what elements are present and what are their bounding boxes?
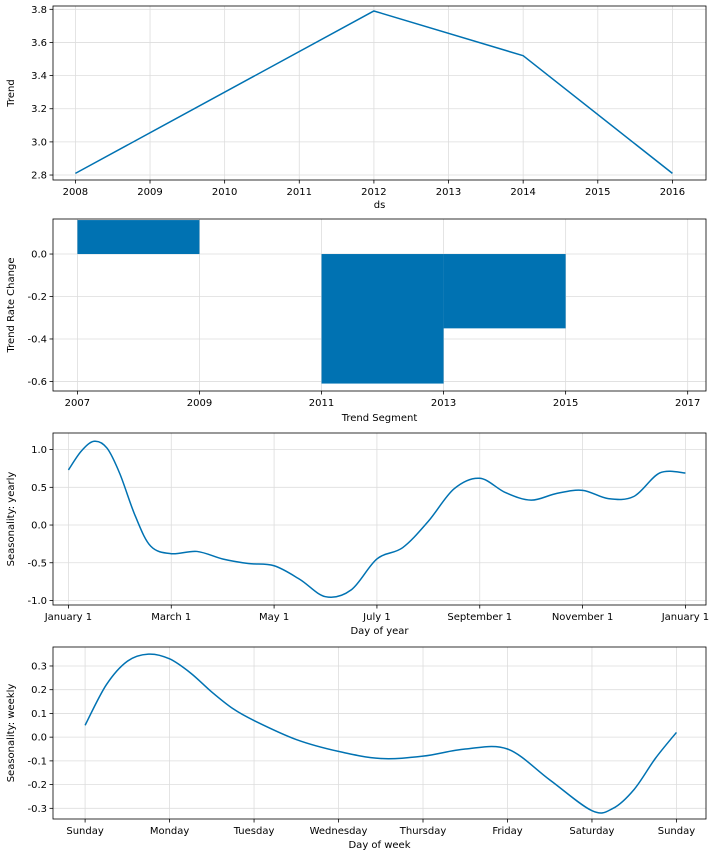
y-tick-label: 0.5 — [31, 483, 47, 494]
y-axis-label: Seasonality: yearly — [6, 472, 17, 567]
x-tick-label: November 1 — [552, 612, 614, 623]
x-tick-label: Saturday — [569, 826, 614, 837]
y-tick-label: 3.8 — [31, 5, 47, 16]
x-tick-label: September 1 — [447, 612, 512, 623]
x-tick-label: 2011 — [309, 398, 334, 409]
y-tick-label: -1.0 — [27, 596, 47, 607]
x-axis-label: Trend Segment — [341, 413, 418, 424]
x-tick-label: 2017 — [675, 398, 700, 409]
x-tick-label: 2013 — [436, 187, 461, 198]
x-tick-label: 2012 — [361, 187, 386, 198]
y-tick-label: 0.1 — [31, 709, 47, 720]
x-axis-label: Day of year — [350, 626, 409, 637]
y-tick-label: 0.3 — [31, 661, 47, 672]
plot-frame — [52, 218, 707, 392]
y-axis-label: Seasonality: weekly — [6, 684, 17, 783]
y-tick-label: 2.8 — [31, 171, 47, 182]
y-tick-label: -0.6 — [27, 377, 47, 388]
plot-frame — [52, 432, 707, 606]
x-tick-label: 2016 — [660, 187, 685, 198]
series-line — [84, 653, 678, 814]
y-axis-label: Trend Rate Change — [6, 258, 17, 354]
x-tick-label: Wednesday — [310, 826, 368, 837]
plot-frame — [52, 646, 707, 820]
x-tick-label: Sunday — [66, 826, 103, 837]
x-tick-label: Thursday — [399, 826, 447, 837]
y-tick-label: -0.3 — [27, 804, 47, 815]
x-tick-label: 2009 — [187, 398, 212, 409]
x-tick-label: May 1 — [259, 612, 289, 623]
x-tick-label: Monday — [150, 826, 190, 837]
x-tick-label: Tuesday — [233, 826, 275, 837]
y-tick-label: -0.2 — [27, 780, 47, 791]
y-tick-label: 3.2 — [31, 104, 47, 115]
x-tick-label: 2009 — [137, 187, 162, 198]
x-tick-label: 2015 — [553, 398, 578, 409]
chart-panel-4: Sunday Monday Tuesday Wednesday Thursday Frid… — [6, 646, 707, 851]
x-tick-label: 2015 — [585, 187, 610, 198]
x-tick-label: 2014 — [510, 187, 535, 198]
x-tick-label: 2013 — [431, 398, 456, 409]
x-tick-label: 2007 — [65, 398, 90, 409]
y-tick-label: 0.0 — [31, 733, 47, 744]
y-tick-label: 0.0 — [31, 521, 47, 532]
bar — [321, 254, 444, 384]
y-tick-label: -0.4 — [27, 334, 47, 345]
chart-panel-2: 2007 2009 2011 2013 2015 2017 0.0 -0.2 -0.4 -0.6 T… — [6, 218, 707, 424]
x-axis-label: Day of week — [348, 840, 410, 851]
y-tick-label: 1.0 — [31, 445, 47, 456]
bar — [443, 254, 566, 329]
x-tick-label: 2011 — [287, 187, 312, 198]
x-tick-label: Friday — [492, 826, 522, 837]
series-line — [75, 10, 673, 175]
y-tick-label: 3.4 — [31, 71, 47, 82]
x-tick-label: Sunday — [658, 826, 695, 837]
x-axis-label: ds — [374, 200, 386, 211]
y-tick-label: 0.0 — [31, 250, 47, 261]
x-tick-label: January 1 — [44, 612, 92, 623]
chart-panel-1: 2008 2009 2010 2011 2012 2013 2014 2015 2016 2.8 3… — [6, 5, 707, 211]
bar — [77, 220, 200, 255]
chart-panel-3: January 1 March 1 May 1 July 1 September 1 No… — [6, 432, 709, 637]
y-tick-label: 3.6 — [31, 38, 47, 49]
y-tick-label: 3.0 — [31, 137, 47, 148]
x-tick-label: July 1 — [362, 612, 391, 623]
y-axis-label: Trend — [6, 79, 17, 107]
x-tick-label: 2008 — [63, 187, 88, 198]
y-tick-label: 0.2 — [31, 685, 47, 696]
x-tick-label: 2010 — [212, 187, 237, 198]
y-tick-label: -0.5 — [27, 558, 47, 569]
y-tick-label: -0.1 — [27, 756, 47, 767]
y-tick-label: -0.2 — [27, 292, 47, 303]
series-line — [67, 440, 686, 599]
plot-frame — [52, 5, 707, 181]
x-tick-label: January 1 — [661, 612, 709, 623]
x-tick-label: March 1 — [151, 612, 191, 623]
